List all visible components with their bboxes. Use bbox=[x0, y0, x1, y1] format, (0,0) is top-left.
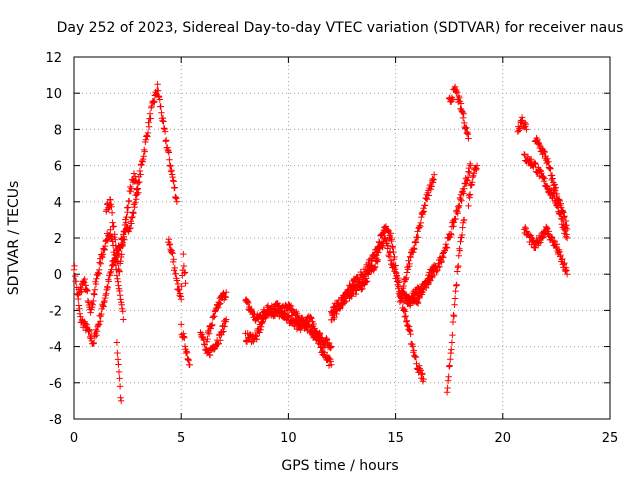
series-arc-q bbox=[465, 162, 481, 210]
series-arc-h bbox=[203, 289, 230, 345]
series-arc-c bbox=[103, 170, 142, 275]
point-markers bbox=[396, 171, 438, 306]
point-markers bbox=[443, 216, 468, 396]
chart-title: Day 252 of 2023, Sidereal Day-to-day VTE… bbox=[57, 20, 624, 36]
point-markers bbox=[178, 321, 193, 369]
point-markers bbox=[242, 300, 335, 352]
x-tick-label: 20 bbox=[495, 431, 512, 446]
point-markers bbox=[197, 316, 230, 359]
grid-lines bbox=[74, 57, 610, 419]
point-markers bbox=[70, 81, 181, 347]
x-tick-label: 0 bbox=[70, 431, 78, 446]
y-tick-label: 4 bbox=[54, 196, 62, 211]
y-tick-label: 0 bbox=[54, 268, 62, 283]
series-arc-g bbox=[197, 316, 230, 359]
point-markers bbox=[465, 162, 481, 210]
series-arc-p bbox=[446, 83, 472, 142]
series-arc-u bbox=[531, 134, 571, 233]
series-arc-t bbox=[521, 223, 571, 278]
point-markers bbox=[165, 236, 189, 303]
point-markers bbox=[203, 289, 230, 345]
point-markers bbox=[103, 170, 142, 275]
y-tick-label: 2 bbox=[54, 232, 62, 247]
y-axis-label: SDTVAR / TECUs bbox=[6, 181, 22, 296]
y-tick-label: -8 bbox=[49, 413, 62, 428]
data-points bbox=[70, 81, 571, 405]
point-markers bbox=[75, 226, 127, 323]
y-tick-label: 12 bbox=[45, 51, 62, 66]
x-tick-label: 10 bbox=[280, 431, 297, 446]
y-tick-label: -6 bbox=[49, 377, 62, 392]
point-markers bbox=[403, 160, 474, 307]
y-tick-label: 10 bbox=[45, 87, 62, 102]
y-tick-label: 8 bbox=[54, 123, 62, 138]
series-arc-m bbox=[396, 171, 438, 306]
y-tick-label: -4 bbox=[49, 341, 62, 356]
series-arc-a bbox=[70, 81, 181, 347]
series-arc-e bbox=[165, 236, 189, 303]
series-arc-f bbox=[178, 321, 193, 369]
series-arc-r bbox=[514, 114, 530, 135]
point-markers bbox=[531, 134, 571, 233]
series-arc-j bbox=[242, 300, 335, 352]
series-arc-o bbox=[443, 216, 468, 396]
x-tick-label: 15 bbox=[387, 431, 404, 446]
y-tick-label: -2 bbox=[49, 304, 62, 319]
y-tick-label: 6 bbox=[54, 160, 62, 175]
point-markers bbox=[113, 339, 125, 405]
series-arc-d bbox=[113, 339, 125, 405]
axis-ticks: 0 5 10 15 20 25 -8 -6 -4 -2 0 2 4 6 8 10 12 bbox=[45, 51, 618, 446]
point-markers bbox=[446, 83, 472, 142]
point-markers bbox=[521, 223, 571, 278]
x-axis-label: GPS time / hours bbox=[281, 458, 398, 474]
series-arc-n bbox=[403, 160, 474, 307]
point-markers bbox=[514, 114, 530, 135]
x-tick-label: 25 bbox=[602, 431, 619, 446]
series-arc-b bbox=[75, 226, 127, 323]
x-tick-label: 5 bbox=[177, 431, 185, 446]
